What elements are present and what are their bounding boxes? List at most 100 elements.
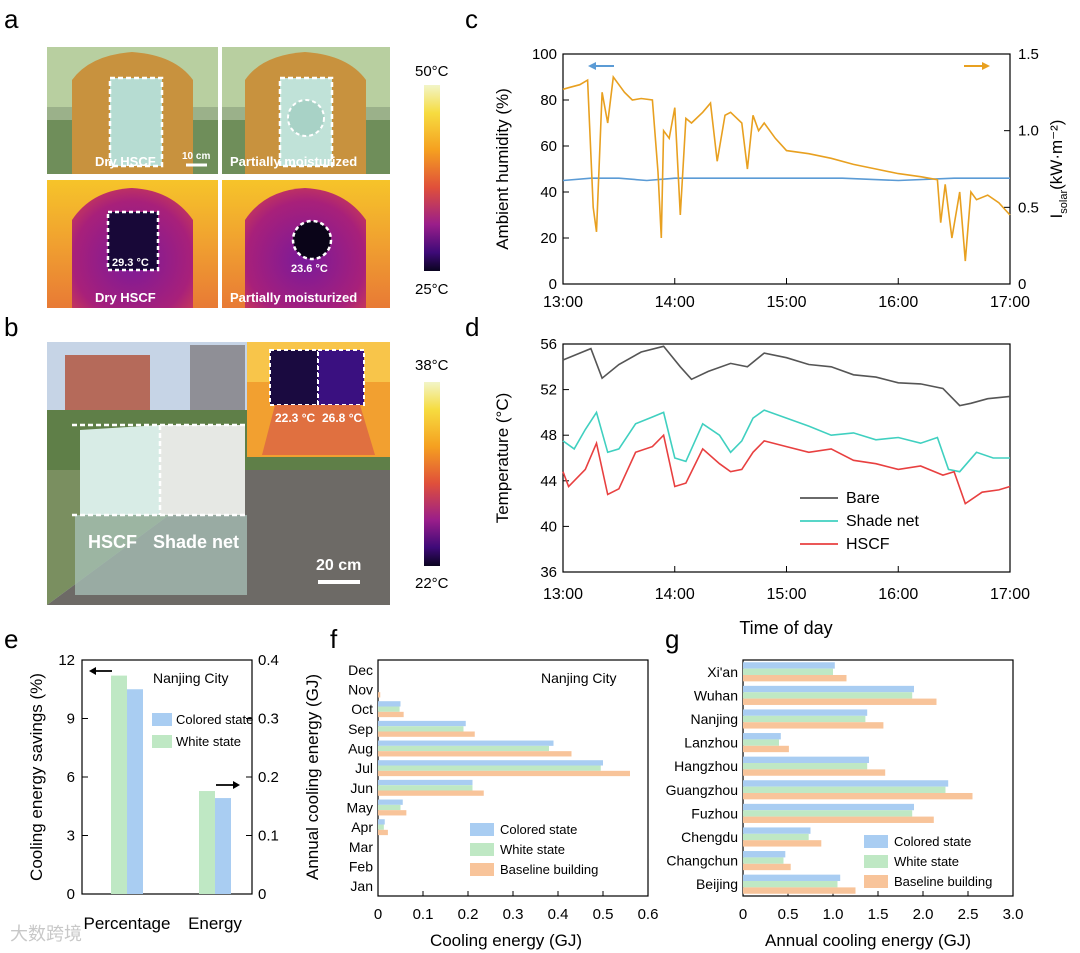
series-c [562,74,1011,262]
y-tick-label-g-ticks: Hangzhou [674,758,738,774]
legend-label-bare: Bare [846,490,880,507]
y-tick-label-e: 0 [67,886,75,903]
bars-g [743,662,973,894]
x-tick-label-f-ticks: 0 [374,906,382,923]
bar-colored [743,756,869,764]
x-tick-label-g-ticks: 1.5 [868,906,889,923]
y-tick-label-c: 100 [532,46,557,63]
y-tick-label-e: 9 [67,711,75,728]
temp-moist: 23.6 °C [291,263,328,275]
y2-tick-label-c: 1.0 [1018,123,1039,140]
x-tick-label-c: 16:00 [878,294,918,311]
x-tick-label-d: 15:00 [766,586,806,603]
xlabel-f: Cooling energy (GJ) [430,931,582,950]
y-tick-label-g-ticks: Changchun [666,853,738,869]
bar-baseline [743,863,791,871]
bar-colored [378,779,473,786]
bar-baseline [743,745,789,753]
bar-baseline [378,731,475,737]
x-tick-label-f-ticks: 0.4 [548,906,569,923]
x-tick-label-f-ticks: 0.5 [593,906,614,923]
y-tick-label-f-ticks: Jan [350,878,373,894]
panel-f: 0 0.1 0.2 0.3 0.4 0.5 0.6 Jan Feb Mar Apr May Jun Jul… [347,659,659,950]
legend-swatch-colored [470,823,494,836]
x-tick-label-e: Energy [188,914,242,933]
plot-frame-d [562,343,1011,573]
arrow-solar [964,62,990,70]
series-line-hscf [562,433,1011,505]
x-tick-label-g-ticks: 1.0 [823,906,844,923]
y-tick-label-g-ticks: Guangzhou [666,782,738,798]
xlabel-d: Time of day [739,618,832,638]
bar-baseline [378,751,572,757]
y-tick-label-f-ticks: Dec [348,662,373,678]
legend-label-baseline: Baseline building [500,862,598,877]
bar-white [743,810,913,817]
panel-letter-g: g [665,624,679,654]
y-tick-label-g-ticks: Nanjing [691,711,738,727]
bar-white [111,675,127,894]
thermal-inset [247,342,390,457]
bar-white [378,765,601,771]
axis-ticks-c: 13:00 14:00 15:00 16:00 17:0002040608010000.… [532,46,1039,311]
axis-ticks-f: 0 0.1 0.2 0.3 0.4 0.5 0.6 Jan Feb Mar Apr May Jun Jul… [347,662,659,923]
title-f: Nanjing City [541,670,616,686]
colorbar-b-max: 38°C [415,357,449,374]
legend-label-white: White state [500,842,565,857]
panel-letter-b: b [4,312,18,342]
bar-baseline [378,770,630,777]
legend-swatch-white [470,843,494,856]
y-tick-label-d: 44 [540,473,557,490]
ylabel-d: Temperature (°C) [493,393,512,524]
legend-swatch-baseline [470,863,494,876]
x-tick-label-d: 17:00 [990,586,1030,603]
panel-b: 22.3 °C 26.8 °C HSCF Shade net 20 cm 38°… [47,342,449,605]
watermark: 大数跨境 [10,924,82,945]
bar-white [378,745,549,752]
panel-letter-d: d [465,312,479,342]
inset-temp-shade: 26.8 °C [322,411,362,425]
panel-c: 13:00 14:00 15:00 16:00 17:0002040608010000.… [493,46,1070,311]
photo-dry-label: Dry HSCF [95,154,156,169]
bar-colored [743,662,835,669]
y-tick-label-d: 56 [540,336,557,353]
bar-baseline [743,816,934,823]
x-tick-label-g-ticks: 2.0 [913,906,934,923]
arrow-left-e [89,667,112,675]
photo-moist-label: Partially moisturized [230,154,357,169]
y-tick-label-f-ticks: Mar [349,839,373,855]
x-tick-label-d: 14:00 [655,586,695,603]
series-line-shade [562,409,1010,473]
scale-10cm: 10 cm [182,151,210,162]
bar-baseline [743,698,937,705]
panel-a: Dry HSCF 10 cm Partially moisturized 29.… [47,47,449,308]
legend-e: Colored state White state [152,712,253,749]
colorbar-a-min: 25°C [415,281,449,298]
bar-baseline [743,792,973,800]
y-tick-label-c: 40 [540,184,557,201]
bar-white [743,833,809,841]
axis-ticks-g: 0 0.5 1.0 1.5 2.0 2.5 3.0 Beijing Changchun Cheng… [666,664,1024,923]
bar-colored [743,803,914,811]
x-tick-label-d: 13:00 [543,586,583,603]
label-hscf: HSCF [88,532,137,552]
y-tick-label-g-ticks: Fuzhou [691,805,738,821]
colorbar-b-min: 22°C [415,575,449,592]
y-tick-label-d: 40 [540,518,557,535]
scale-20cm: 20 cm [316,557,361,574]
y-tick-label-f-ticks: Jul [355,760,373,776]
bar-baseline [378,711,404,718]
bar-colored [215,798,231,894]
bar-white [743,857,784,864]
bar-colored [743,827,811,834]
x-tick-label-c: 17:00 [990,294,1030,311]
x-tick-label-f-ticks: 0.2 [458,906,479,923]
legend-label-hscf: HSCF [846,536,890,553]
inset-temp-hscf: 22.3 °C [275,411,315,425]
y-tick-label-f-ticks: Apr [351,819,373,835]
ylabel-e: Cooling energy savings (%) [27,673,46,881]
bar-colored [378,740,554,746]
bar-colored [743,874,841,882]
arrow-humidity [588,62,614,70]
